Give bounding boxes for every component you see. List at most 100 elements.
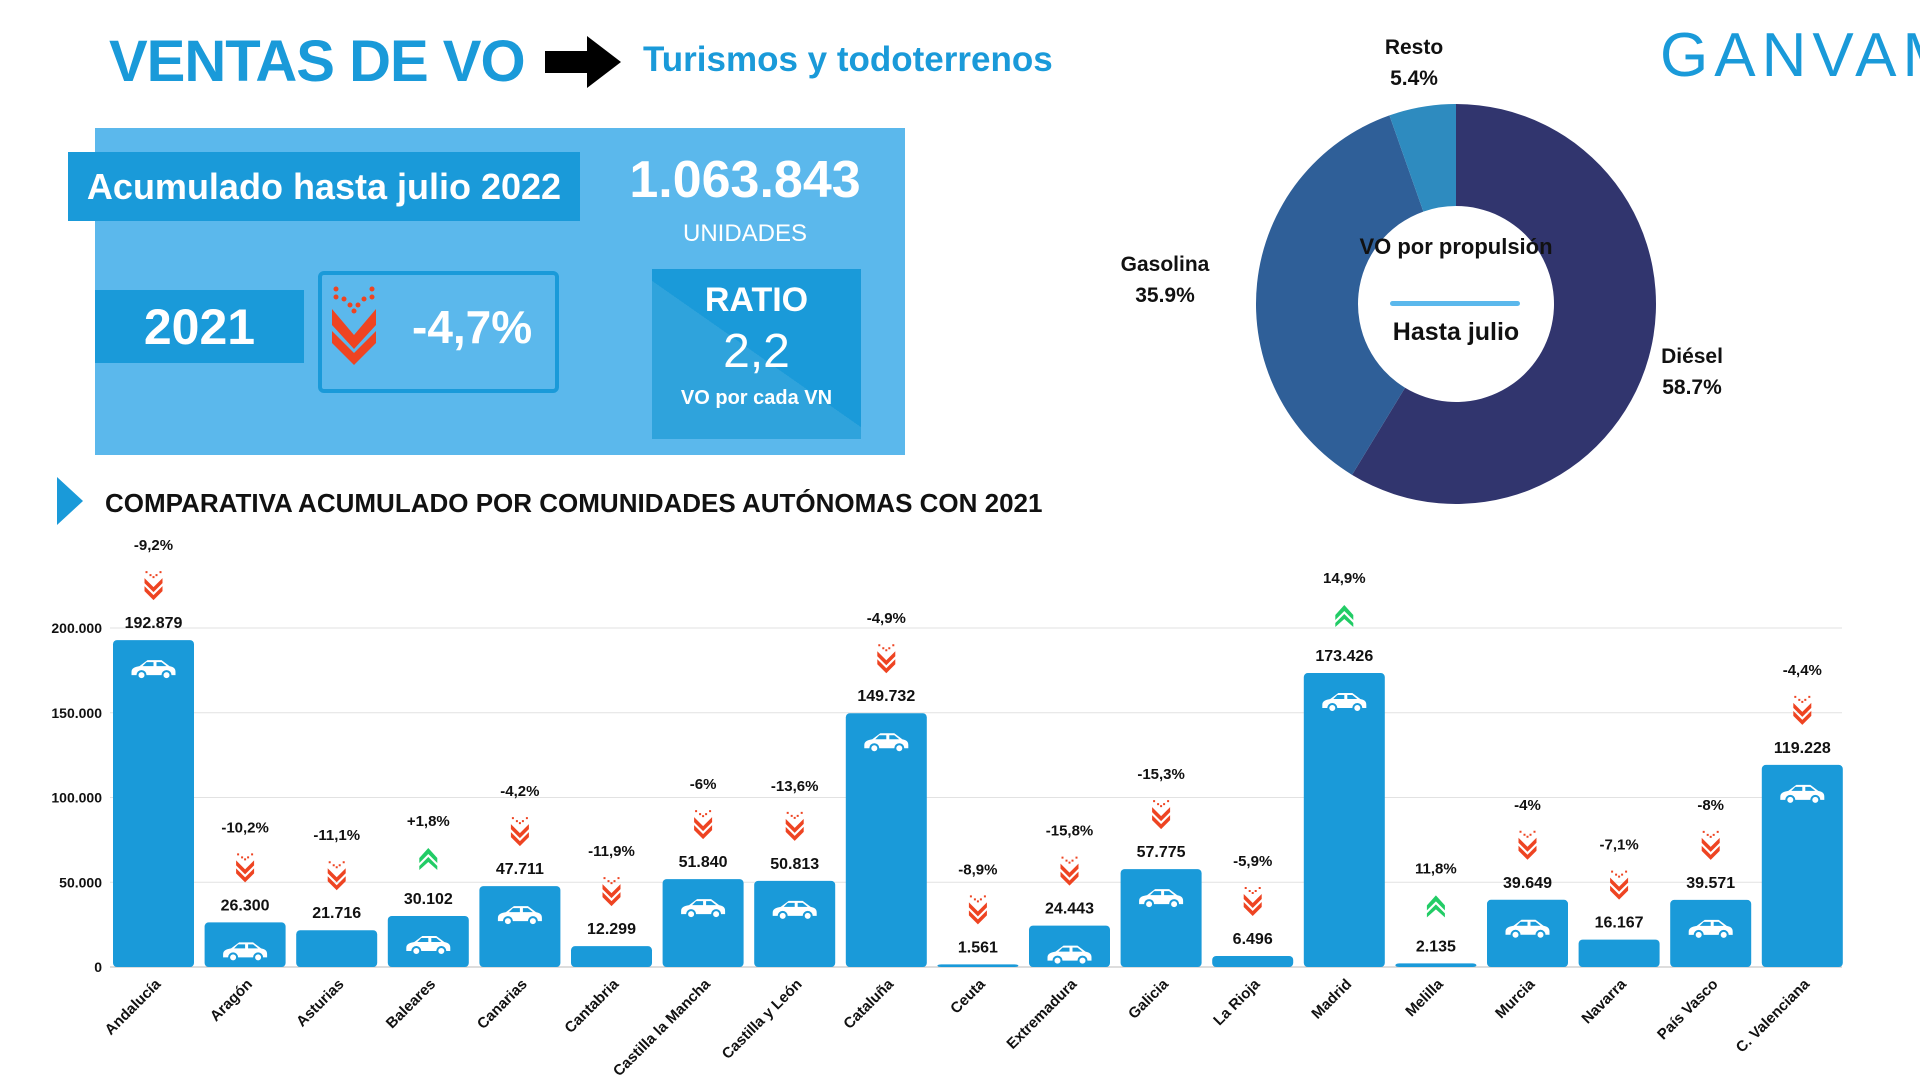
car-icon <box>131 660 176 681</box>
x-tick-label: Ceuta <box>947 975 989 1017</box>
change-label: -4,9% <box>867 610 906 627</box>
car-icon <box>681 899 726 920</box>
change-label: -11,1% <box>313 827 360 844</box>
x-tick-label: Melilla <box>1402 975 1447 1020</box>
x-tick-label: La Rioja <box>1210 975 1264 1029</box>
x-tick-label: Castilla y León <box>719 976 806 1063</box>
value-label: 119.228 <box>1774 740 1831 757</box>
car-wheel <box>777 910 788 921</box>
x-tick-label: Baleares <box>383 976 439 1032</box>
chevrons <box>785 818 804 841</box>
car-wheel <box>527 916 538 927</box>
car-wheel <box>802 910 813 921</box>
trend-down-icon <box>1243 886 1262 916</box>
car-window <box>417 937 442 942</box>
value-label: 2.135 <box>1416 938 1456 955</box>
car-icon <box>1505 919 1550 940</box>
change-label: -15,3% <box>1137 766 1185 783</box>
bar-Cataluña <box>845 713 927 967</box>
bar-Ceuta <box>937 964 1019 967</box>
chevrons <box>1610 877 1629 900</box>
change-label: -4,4% <box>1783 662 1822 679</box>
car-wheel <box>1693 929 1704 940</box>
x-tick-label: Aragón <box>207 976 256 1025</box>
donut-divider <box>1390 301 1520 306</box>
dots <box>1702 830 1719 838</box>
car-window <box>783 902 808 907</box>
trend-down-icon <box>1610 870 1629 900</box>
car-wheel <box>161 670 172 681</box>
chevrons <box>1060 863 1079 886</box>
car-window <box>692 901 717 906</box>
bar-Castilla la Mancha <box>662 879 744 967</box>
trend-down-icon <box>1060 856 1079 886</box>
chevrons <box>236 860 255 883</box>
chevrons <box>877 651 896 674</box>
change-label: -7,1% <box>1600 837 1639 854</box>
chevrons <box>419 847 438 870</box>
x-tick-label: Madrid <box>1308 976 1355 1023</box>
car-window <box>1333 695 1358 700</box>
dots <box>1794 695 1811 703</box>
x-tick-label: Andalucía <box>102 975 165 1038</box>
x-tick-label: País Vasco <box>1654 976 1721 1043</box>
dots <box>603 877 620 885</box>
car-icon <box>223 942 268 963</box>
change-label: -15,8% <box>1046 823 1094 840</box>
value-label: 21.716 <box>312 905 361 922</box>
car-wheel <box>894 743 905 754</box>
chevrons <box>510 824 529 847</box>
chevrons <box>1335 605 1354 628</box>
bar-Melilla <box>1395 963 1477 967</box>
car-window <box>1516 921 1541 926</box>
donut-center-title: VO por propulsión <box>1359 234 1553 259</box>
car-wheel <box>711 909 722 920</box>
compare-year: 2021 <box>95 290 304 363</box>
chevrons <box>1518 837 1537 860</box>
car-icon <box>1322 693 1367 714</box>
dots <box>1153 800 1170 808</box>
trend-up-icon <box>1335 605 1354 628</box>
y-tick-label: 50.000 <box>59 874 102 890</box>
value-label: 6.496 <box>1233 931 1273 948</box>
chevrons <box>602 884 621 907</box>
car-wheel <box>136 670 147 681</box>
dots <box>145 571 162 579</box>
units-label: UNIDADES <box>682 220 808 247</box>
value-label: 192.879 <box>125 615 183 632</box>
value-label: 47.711 <box>496 861 544 878</box>
x-tick-label: Extremadura <box>1003 975 1080 1052</box>
car-icon <box>406 935 451 956</box>
trend-down-icon <box>1793 695 1812 725</box>
dots <box>1611 870 1628 878</box>
car-wheel <box>1169 899 1180 910</box>
bar-Cantabria <box>571 946 652 967</box>
x-tick-label: Cataluña <box>840 975 897 1032</box>
dots <box>1519 830 1536 838</box>
car-wheel <box>686 909 697 920</box>
car-window <box>1058 947 1083 952</box>
change-label: 11,8% <box>1415 860 1457 877</box>
car-wheel <box>411 945 422 956</box>
trend-down-icon <box>1701 830 1720 860</box>
trend-down-icon <box>602 877 621 907</box>
value-label: 51.840 <box>679 854 728 871</box>
trend-down-icon <box>332 286 376 365</box>
car-wheel <box>1718 929 1729 940</box>
x-tick-label: Galicia <box>1125 975 1172 1022</box>
page-subtitle: Turismos y todoterrenos <box>643 40 1053 79</box>
trend-down-icon <box>785 811 804 841</box>
car-wheel <box>1785 794 1796 805</box>
bar-Madrid <box>1303 673 1385 967</box>
donut-label-resto: Resto 5.4% <box>1384 36 1444 90</box>
regions-bar-chart: 0 50.000 100.000 150.000 200.000 192.879 -9,2%… <box>51 540 1843 1080</box>
trend-down-icon <box>1518 830 1537 860</box>
period-label: Acumulado hasta julio 2022 <box>68 152 580 221</box>
dots <box>511 817 528 825</box>
change-label: -13,6% <box>771 778 819 795</box>
trend-down-icon <box>236 853 255 883</box>
dots <box>695 810 712 818</box>
bar-Andalucía <box>113 640 194 967</box>
ratio-caption: VO por cada VN <box>680 387 833 409</box>
car-window <box>1791 786 1816 791</box>
